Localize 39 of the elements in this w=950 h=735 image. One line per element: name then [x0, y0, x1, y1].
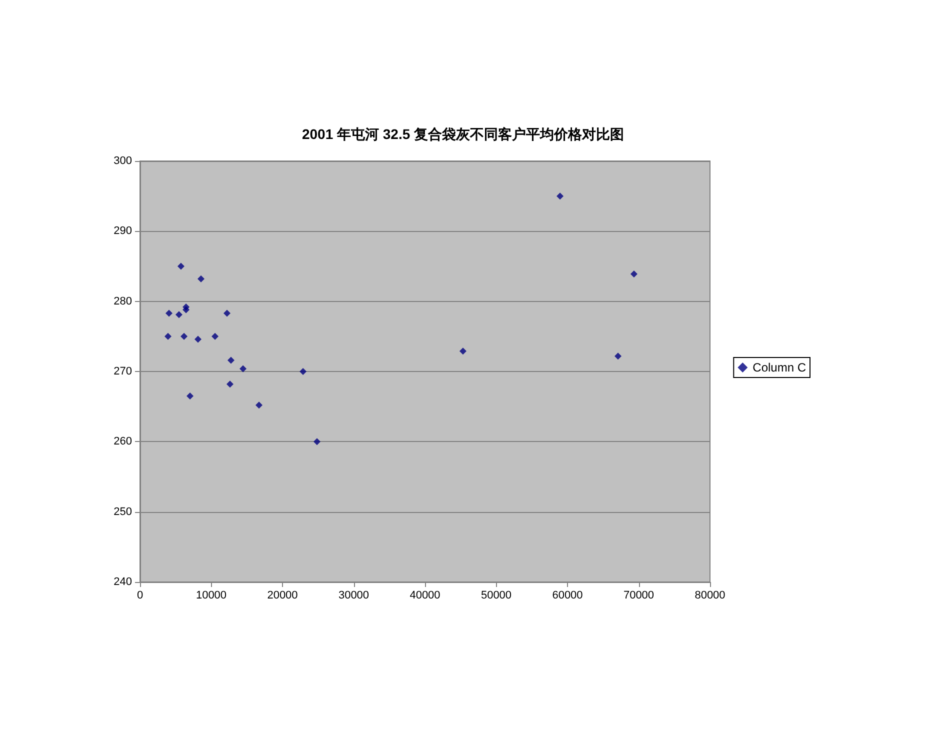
point: [255, 402, 262, 409]
x-tick-label: 10000: [196, 590, 227, 602]
point: [240, 365, 247, 372]
x-tick-label: 20000: [267, 590, 298, 602]
point: [226, 380, 234, 388]
y-tick-label: 260: [114, 436, 132, 448]
x-tick-label: 80000: [694, 590, 726, 602]
point: [313, 438, 320, 446]
point: [166, 310, 172, 317]
point: [164, 332, 172, 340]
point: [459, 348, 466, 355]
point: [186, 392, 194, 400]
point: [223, 310, 230, 317]
x-tick-label: 50000: [480, 590, 512, 602]
point: [182, 306, 190, 314]
x-tick-label: 40000: [410, 590, 440, 602]
x-tick-label: 0: [136, 590, 144, 602]
x-tick-label: 30000: [338, 590, 370, 602]
point: [177, 262, 184, 270]
point: [212, 332, 219, 340]
point: [300, 368, 307, 375]
y-tick-label: 280: [114, 295, 132, 308]
point: [614, 352, 622, 360]
x-tick-label: 60000: [552, 590, 583, 602]
point: [180, 332, 188, 340]
y-tick-label: 290: [114, 225, 132, 238]
chart-title: 2001 年屯河 32.5 复合袋灰不同客户平均价格对比图: [302, 126, 624, 142]
y-tick-label: 270: [114, 366, 132, 378]
y-tick-label: 250: [114, 506, 132, 518]
point: [227, 356, 234, 364]
point: [556, 192, 564, 200]
y-tick-label: 240: [114, 576, 132, 588]
x-tick-label: 70000: [623, 590, 654, 602]
point: [175, 311, 182, 318]
point: [194, 336, 202, 343]
point: [630, 270, 638, 278]
legend-label: Column C: [752, 360, 806, 374]
point: [197, 275, 204, 282]
y-tick-label: 300: [114, 155, 132, 167]
